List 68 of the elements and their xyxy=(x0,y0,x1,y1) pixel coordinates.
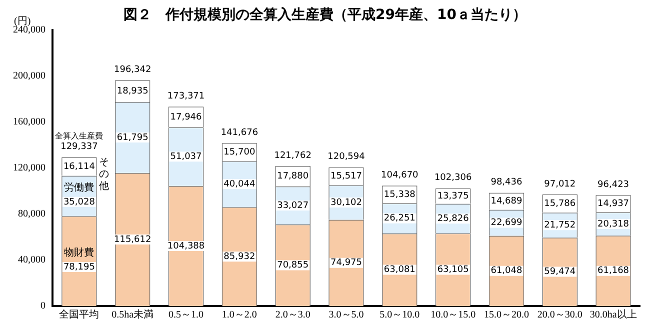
y-tick-label: 120,000 xyxy=(13,162,46,174)
data-label: 16,114 xyxy=(63,162,96,172)
x-tick-label: 15.0～20.0 xyxy=(484,310,529,321)
total-label: 104,670 xyxy=(381,170,419,180)
data-label: 15,786 xyxy=(544,198,576,209)
data-label: 17,880 xyxy=(277,172,309,182)
total-label: 120,594 xyxy=(328,152,366,162)
x-tick-label: 2.0～3.0 xyxy=(275,310,310,321)
data-label: 14,937 xyxy=(598,199,630,210)
y-tick-label: 160,000 xyxy=(13,116,46,128)
y-tick-label: 240,000 xyxy=(13,24,46,36)
x-tick-label: 0.5～1.0 xyxy=(168,310,204,321)
data-label: 13,375 xyxy=(437,191,469,202)
series-label: その他 xyxy=(98,156,109,192)
data-label: 25,826 xyxy=(437,214,470,224)
y-axis-title: (円) xyxy=(14,15,31,27)
x-tick-label: 3.0～5.0 xyxy=(328,310,364,321)
chart-title: 図２ 作付規模別の全算入生産費（平成29年産、10ａ当たり） xyxy=(124,7,526,23)
x-tick-label: 30.0ha以上 xyxy=(590,308,637,321)
x-tick-label: 5.0～10.0 xyxy=(380,310,420,321)
data-label: 15,700 xyxy=(224,147,256,158)
y-tick-label: 200,000 xyxy=(13,70,46,82)
y-tick-label: 40,000 xyxy=(18,254,46,266)
data-label: 15,338 xyxy=(384,190,416,200)
data-label: 26,251 xyxy=(384,214,416,224)
data-label: 85,932 xyxy=(224,252,256,262)
data-label: 61,795 xyxy=(116,132,148,143)
series-label: 物財費 xyxy=(64,246,94,259)
total-label: 121,762 xyxy=(274,150,312,161)
data-label: 51,037 xyxy=(170,152,202,162)
total-label: 102,306 xyxy=(434,173,472,184)
data-label: 61,168 xyxy=(598,266,630,276)
y-tick-label: 0 xyxy=(40,300,46,312)
data-label: 104,388 xyxy=(167,241,205,252)
data-label: 35,028 xyxy=(63,197,96,208)
x-tick-label: 1.0～2.0 xyxy=(222,310,257,321)
data-label: 22,699 xyxy=(490,218,522,228)
data-label: 78,195 xyxy=(63,262,95,272)
data-label: 59,474 xyxy=(544,267,576,278)
data-label: 15,517 xyxy=(330,172,362,182)
data-label: 115,612 xyxy=(114,234,152,245)
annotation: 全算入生産費 xyxy=(55,131,104,140)
total-label: 129,337 xyxy=(60,142,98,152)
data-label: 21,752 xyxy=(544,220,576,230)
data-label: 70,855 xyxy=(277,260,309,271)
x-tick-label: 全国平均 xyxy=(59,308,100,321)
data-label: 63,105 xyxy=(437,265,469,276)
data-label: 74,975 xyxy=(330,258,362,268)
data-label: 17,946 xyxy=(170,112,202,122)
x-tick-label: 0.5ha未満 xyxy=(112,308,154,321)
data-label: 40,044 xyxy=(224,179,256,190)
total-label: 141,676 xyxy=(220,128,258,138)
series-label: 労働費 xyxy=(64,182,94,194)
data-label: 63,081 xyxy=(384,265,416,276)
data-label: 33,027 xyxy=(277,200,309,211)
total-label: 196,342 xyxy=(114,65,152,76)
x-tick-label: 20.0～30.0 xyxy=(537,310,582,321)
data-label: 61,048 xyxy=(490,266,522,276)
data-label: 20,318 xyxy=(598,219,630,230)
y-tick-label: 80,000 xyxy=(18,208,46,220)
data-label: 30,102 xyxy=(330,198,362,208)
total-label: 97,012 xyxy=(544,179,576,190)
total-label: 173,371 xyxy=(167,91,205,102)
data-label: 14,689 xyxy=(490,196,522,207)
total-label: 98,436 xyxy=(490,178,522,188)
total-label: 96,423 xyxy=(598,180,630,190)
x-tick-label: 10.0～15.0 xyxy=(430,310,476,321)
data-label: 18,935 xyxy=(116,86,148,96)
